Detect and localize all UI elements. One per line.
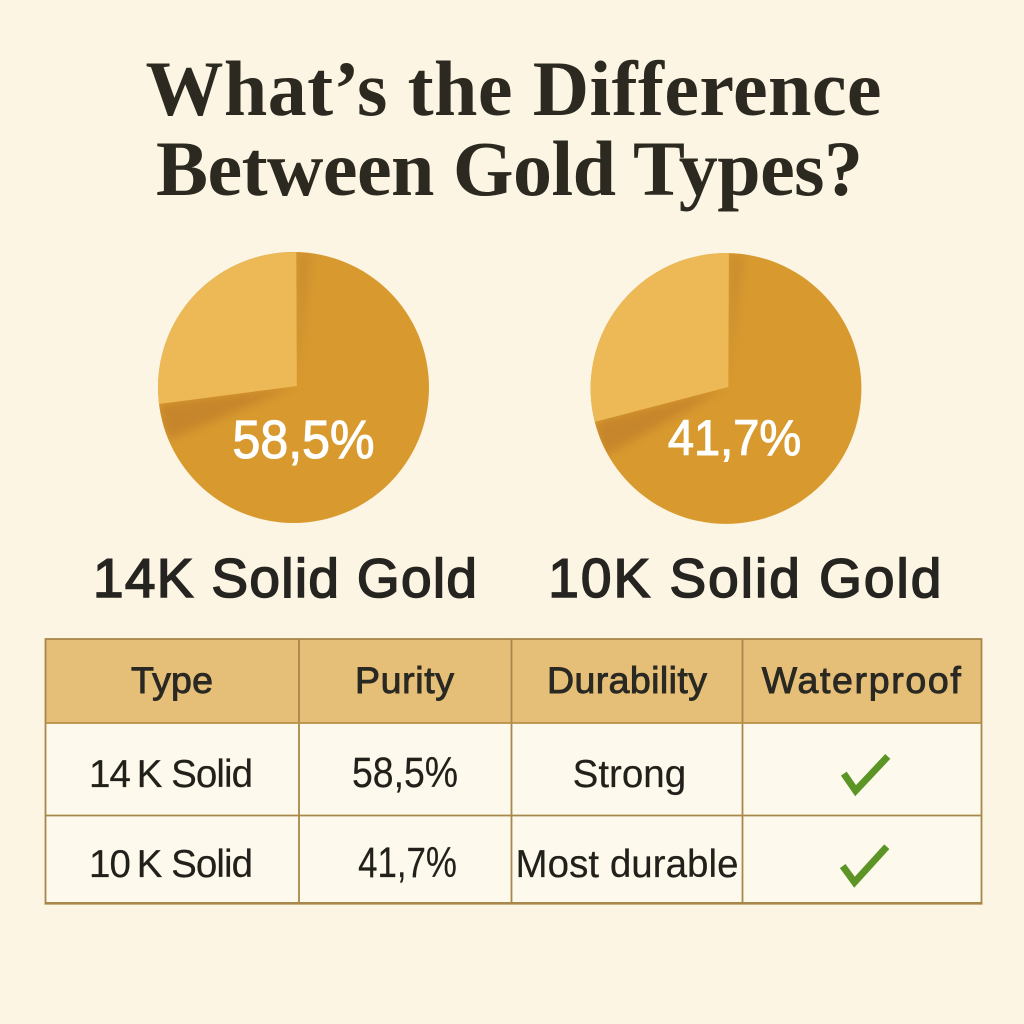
- svg-text:41,7%: 41,7%: [668, 411, 801, 467]
- svg-text:14 K Solid: 14 K Solid: [89, 753, 253, 796]
- svg-text:Type: Type: [131, 659, 213, 701]
- svg-text:41,7%: 41,7%: [358, 840, 457, 887]
- svg-text:10K Solid Gold: 10K Solid Gold: [548, 547, 941, 609]
- svg-text:10 K Solid: 10 K Solid: [89, 843, 253, 886]
- svg-text:Waterproof: Waterproof: [762, 659, 962, 701]
- svg-text:58,5%: 58,5%: [233, 409, 375, 469]
- svg-text:Strong: Strong: [573, 753, 686, 796]
- svg-text:14K Solid Gold: 14K Solid Gold: [93, 547, 477, 609]
- svg-text:Purity: Purity: [355, 659, 454, 701]
- svg-text:Between Gold Types?: Between Gold Types?: [156, 125, 863, 212]
- svg-text:Durability: Durability: [547, 659, 707, 701]
- svg-text:Most durable: Most durable: [516, 843, 739, 886]
- svg-text:58,5%: 58,5%: [352, 750, 458, 797]
- svg-text:What’s the Difference: What’s the Difference: [146, 45, 882, 132]
